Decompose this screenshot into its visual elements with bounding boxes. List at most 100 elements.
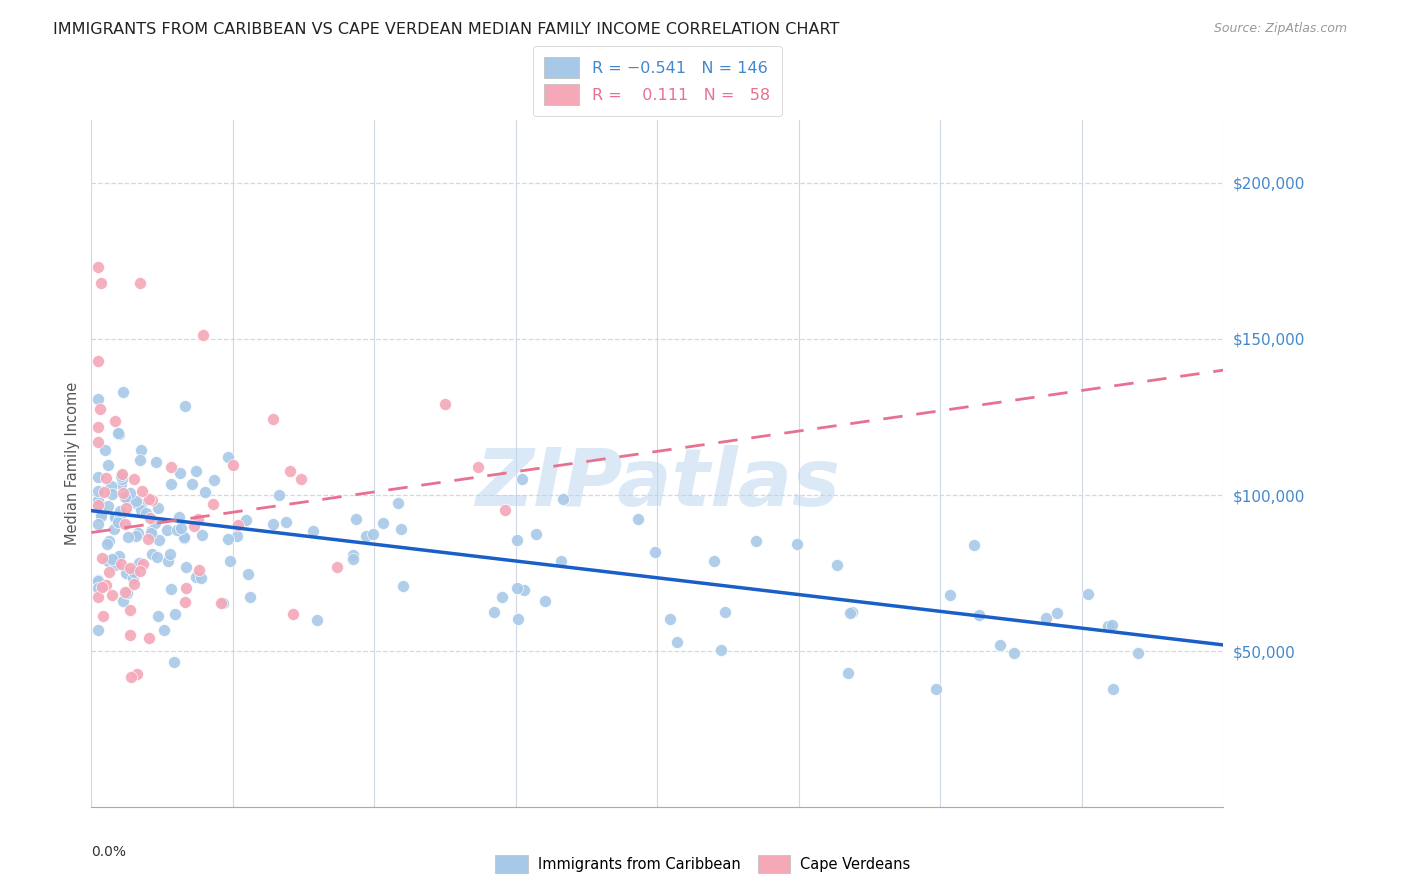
- Point: [1035, 611, 1057, 625]
- Point: [1102, 681, 1125, 696]
- Point: [191, 328, 214, 343]
- Point: [392, 579, 415, 593]
- Point: [387, 495, 409, 509]
- Point: [120, 561, 142, 575]
- Point: [90, 506, 112, 520]
- Point: [1126, 646, 1149, 660]
- Point: [146, 550, 169, 565]
- Point: [139, 526, 162, 541]
- Point: [209, 596, 232, 610]
- Point: [111, 467, 134, 481]
- Point: [1002, 647, 1025, 661]
- Point: [122, 576, 145, 591]
- Point: [167, 509, 190, 524]
- Point: [87, 581, 110, 595]
- Point: [361, 526, 384, 541]
- Point: [141, 548, 163, 562]
- Point: [301, 524, 323, 539]
- Point: [513, 583, 536, 598]
- Point: [93, 442, 115, 457]
- Point: [627, 512, 650, 526]
- Text: ZIPatlas: ZIPatlas: [475, 445, 839, 524]
- Point: [153, 624, 176, 638]
- Legend: R = −​0.541   N = 146, R =    0.111   N =   58: R = −​0.541 N = 146, R = 0.111 N = 58: [533, 46, 782, 116]
- Point: [141, 493, 163, 508]
- Point: [110, 557, 132, 571]
- Point: [786, 537, 808, 551]
- Point: [145, 455, 167, 469]
- Point: [90, 509, 112, 524]
- Point: [87, 574, 110, 589]
- Point: [107, 425, 129, 440]
- Point: [104, 414, 127, 428]
- Point: [104, 552, 127, 566]
- Point: [90, 276, 112, 290]
- Point: [108, 504, 131, 518]
- Point: [118, 628, 141, 642]
- Point: [170, 521, 193, 535]
- Point: [101, 588, 124, 602]
- Point: [281, 607, 304, 622]
- Point: [510, 472, 533, 486]
- Point: [89, 402, 111, 417]
- Point: [87, 470, 110, 484]
- Point: [129, 276, 152, 290]
- Point: [143, 516, 166, 530]
- Point: [112, 594, 135, 608]
- Legend: Immigrants from Caribbean, Cape Verdeans: Immigrants from Caribbean, Cape Verdeans: [488, 848, 918, 880]
- Point: [827, 558, 849, 573]
- Y-axis label: Median Family Income: Median Family Income: [65, 382, 80, 546]
- Point: [87, 499, 110, 513]
- Point: [165, 607, 187, 621]
- Point: [120, 602, 142, 616]
- Point: [174, 595, 197, 609]
- Point: [644, 545, 666, 559]
- Point: [87, 623, 110, 637]
- Point: [139, 511, 162, 525]
- Point: [103, 558, 125, 572]
- Point: [190, 528, 212, 542]
- Point: [115, 585, 138, 599]
- Point: [125, 529, 148, 543]
- Point: [120, 670, 142, 684]
- Point: [326, 559, 349, 574]
- Point: [107, 549, 129, 563]
- Point: [194, 484, 217, 499]
- Point: [482, 605, 505, 619]
- Point: [990, 638, 1012, 652]
- Point: [117, 492, 139, 507]
- Point: [467, 459, 489, 474]
- Point: [939, 588, 962, 602]
- Point: [217, 532, 239, 546]
- Point: [108, 426, 131, 441]
- Point: [262, 517, 284, 532]
- Point: [129, 443, 152, 458]
- Point: [110, 472, 132, 486]
- Point: [122, 571, 145, 585]
- Point: [211, 596, 233, 610]
- Point: [135, 506, 157, 520]
- Point: [103, 522, 125, 536]
- Point: [114, 517, 136, 532]
- Point: [174, 581, 197, 595]
- Point: [201, 497, 224, 511]
- Point: [128, 557, 150, 571]
- Point: [508, 612, 530, 626]
- Point: [180, 477, 202, 491]
- Point: [156, 523, 179, 537]
- Point: [263, 412, 285, 426]
- Point: [173, 531, 195, 545]
- Point: [159, 459, 181, 474]
- Point: [218, 553, 240, 567]
- Point: [354, 529, 377, 543]
- Text: Source: ZipAtlas.com: Source: ZipAtlas.com: [1213, 22, 1347, 36]
- Point: [217, 450, 239, 464]
- Point: [371, 516, 394, 530]
- Point: [87, 260, 110, 275]
- Point: [138, 631, 160, 645]
- Point: [87, 591, 110, 605]
- Point: [131, 557, 153, 571]
- Point: [87, 434, 110, 449]
- Point: [342, 551, 364, 566]
- Point: [87, 420, 110, 434]
